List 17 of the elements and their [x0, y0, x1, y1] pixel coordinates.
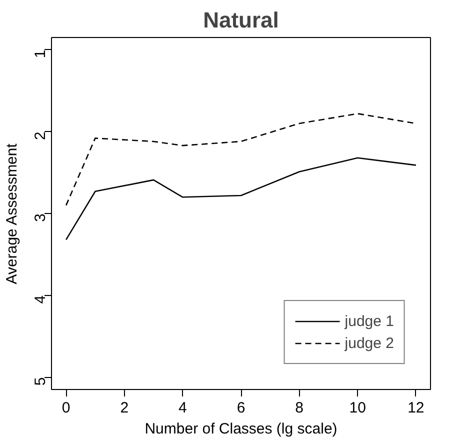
x-tick-label: 8: [295, 400, 304, 416]
y-tick-label: 5: [32, 377, 49, 386]
x-axis-title: Number of Classes (lg scale): [144, 420, 338, 438]
x-tick-label: 10: [349, 400, 366, 416]
x-tick-label: 12: [408, 400, 424, 416]
x-tick-label: 2: [120, 400, 129, 416]
x-tick-label: 4: [178, 400, 187, 416]
chart-title: Natural: [203, 8, 279, 32]
y-axis-title: Average Assessment: [4, 142, 20, 284]
legend-label: judge 1: [344, 312, 394, 330]
x-tick-label: 6: [236, 400, 246, 416]
y-tick-label: 2: [32, 132, 49, 140]
y-tick-label: 1: [32, 50, 49, 58]
x-tick-label: 0: [62, 400, 70, 416]
legend-label: judge 2: [344, 334, 394, 352]
y-tick-label: 3: [32, 214, 49, 222]
y-tick-label: 4: [32, 295, 49, 304]
